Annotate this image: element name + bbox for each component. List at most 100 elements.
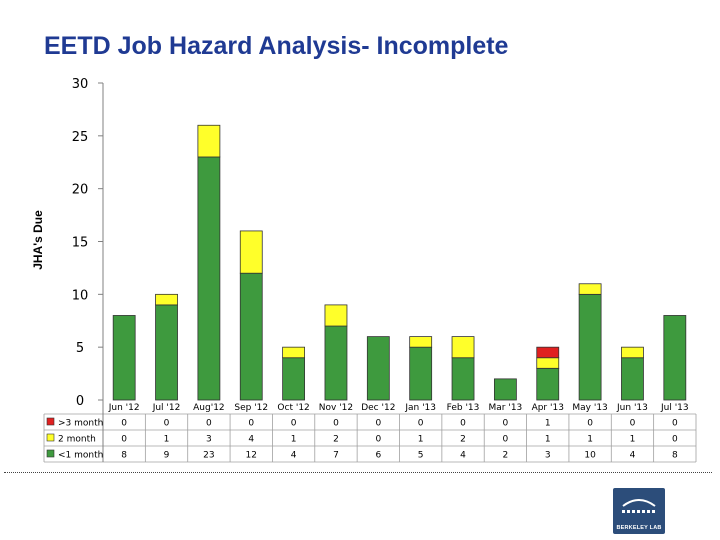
bar-segment <box>282 346 306 359</box>
bar-segment <box>197 124 221 158</box>
x-category-label: Mar '13 <box>489 403 523 413</box>
lab-building-icon <box>622 499 656 513</box>
bar-segment <box>451 336 475 359</box>
y-tick-label: 20 <box>72 183 89 198</box>
table-value: 0 <box>587 419 593 429</box>
bar-segment <box>324 325 348 401</box>
x-category-label: Jan '13 <box>404 403 436 413</box>
legend-swatch <box>46 417 55 426</box>
x-category-label: Jun '12 <box>108 403 140 413</box>
bars <box>112 124 687 401</box>
table-value: 4 <box>248 435 254 445</box>
bar-segment <box>578 293 602 401</box>
table-value: 0 <box>672 419 678 429</box>
table-value: 9 <box>164 451 170 461</box>
table-value: 0 <box>248 419 254 429</box>
bar-segment <box>578 283 602 295</box>
table-value: 5 <box>418 451 424 461</box>
bar-segment <box>409 346 433 401</box>
bar-segment <box>621 357 644 401</box>
bar-segment <box>366 336 390 401</box>
table-value: 2 <box>333 435 339 445</box>
bar-segment <box>451 357 475 401</box>
x-category-label: Apr '13 <box>532 403 564 413</box>
table-value: 2 <box>503 451 509 461</box>
table-value: 2 <box>460 435 466 445</box>
table-value: 0 <box>375 435 381 445</box>
table-value: 4 <box>291 451 297 461</box>
x-category-label: Feb '13 <box>447 403 480 413</box>
x-category-label: Sep '12 <box>234 403 268 413</box>
berkeley-lab-logo: BERKELEY LAB <box>613 488 665 534</box>
legend-swatch <box>46 433 55 442</box>
table-value: 0 <box>460 419 466 429</box>
table-value: 0 <box>164 419 170 429</box>
table-value: 8 <box>121 451 127 461</box>
x-category-label: Jun '13 <box>616 403 648 413</box>
table-value: 0 <box>418 419 424 429</box>
bar-segment <box>409 336 433 348</box>
bar-segment <box>663 315 687 401</box>
bar-segment <box>536 367 560 401</box>
table-value: 3 <box>545 451 551 461</box>
bar-segment <box>493 378 517 401</box>
bar-segment <box>536 357 560 369</box>
table-value: 0 <box>333 419 339 429</box>
table-value: 1 <box>545 419 551 429</box>
x-category-label: May '13 <box>572 403 607 413</box>
y-tick-label: 10 <box>72 288 89 303</box>
y-tick-label: 15 <box>72 236 89 251</box>
bar-segment <box>239 230 263 274</box>
x-category-label: Oct '12 <box>277 403 309 413</box>
slide-title: EETD Job Hazard Analysis- Incomplete <box>44 32 509 60</box>
table-value: 1 <box>630 435 636 445</box>
table-value: 1 <box>587 435 593 445</box>
bar-segment <box>155 304 178 401</box>
table-value: 0 <box>121 419 127 429</box>
table-value: 0 <box>503 435 509 445</box>
table-value: 0 <box>503 419 509 429</box>
x-category-label: Jul '13 <box>660 403 689 413</box>
bar-segment <box>155 293 178 306</box>
bar-segment <box>239 272 263 401</box>
table-value: 12 <box>246 451 257 461</box>
table-value: 4 <box>460 451 466 461</box>
table-value: 0 <box>291 419 297 429</box>
table-value: 0 <box>672 435 678 445</box>
x-category-label: Jul '12 <box>152 403 181 413</box>
bar-segment <box>282 357 306 401</box>
table-value: 0 <box>630 419 636 429</box>
x-category-label: Aug'12 <box>193 403 225 413</box>
table-value: 6 <box>375 451 381 461</box>
y-tick-label: 0 <box>76 394 84 409</box>
table-value: 1 <box>164 435 170 445</box>
table-value: 10 <box>584 451 596 461</box>
y-tick-label: 30 <box>72 77 89 92</box>
x-category-label: Dec '12 <box>361 403 395 413</box>
table-value: 8 <box>672 451 678 461</box>
data-table: Jun '12 Jul '12 Aug'12 Sep '12 Oct '12 Nov '1… <box>46 403 689 461</box>
bar-segment <box>324 304 348 327</box>
table-value: 1 <box>291 435 297 445</box>
table-value: 0 <box>375 419 381 429</box>
table-value: 1 <box>545 435 551 445</box>
table-value: 1 <box>418 435 424 445</box>
bar-segment <box>536 346 560 359</box>
y-tick-label: 5 <box>76 341 84 356</box>
y-tick-label: 25 <box>72 130 89 145</box>
table-grid-lines <box>43 413 697 463</box>
legend-label: 2 month <box>58 435 96 445</box>
legend-label: >3 month <box>58 419 103 429</box>
bar-segment <box>197 156 221 401</box>
y-axis-ticks: 0 5 10 15 20 25 30 <box>72 77 104 462</box>
legend-label: <1 month <box>58 451 103 461</box>
table-value: 23 <box>203 451 214 461</box>
legend-swatch <box>46 449 55 458</box>
table-value: 3 <box>206 435 212 445</box>
bar-segment <box>112 315 136 401</box>
x-category-label: Nov '12 <box>319 403 353 413</box>
bar-segment <box>621 346 644 359</box>
table-value: 7 <box>333 451 339 461</box>
table-value: 4 <box>630 451 636 461</box>
